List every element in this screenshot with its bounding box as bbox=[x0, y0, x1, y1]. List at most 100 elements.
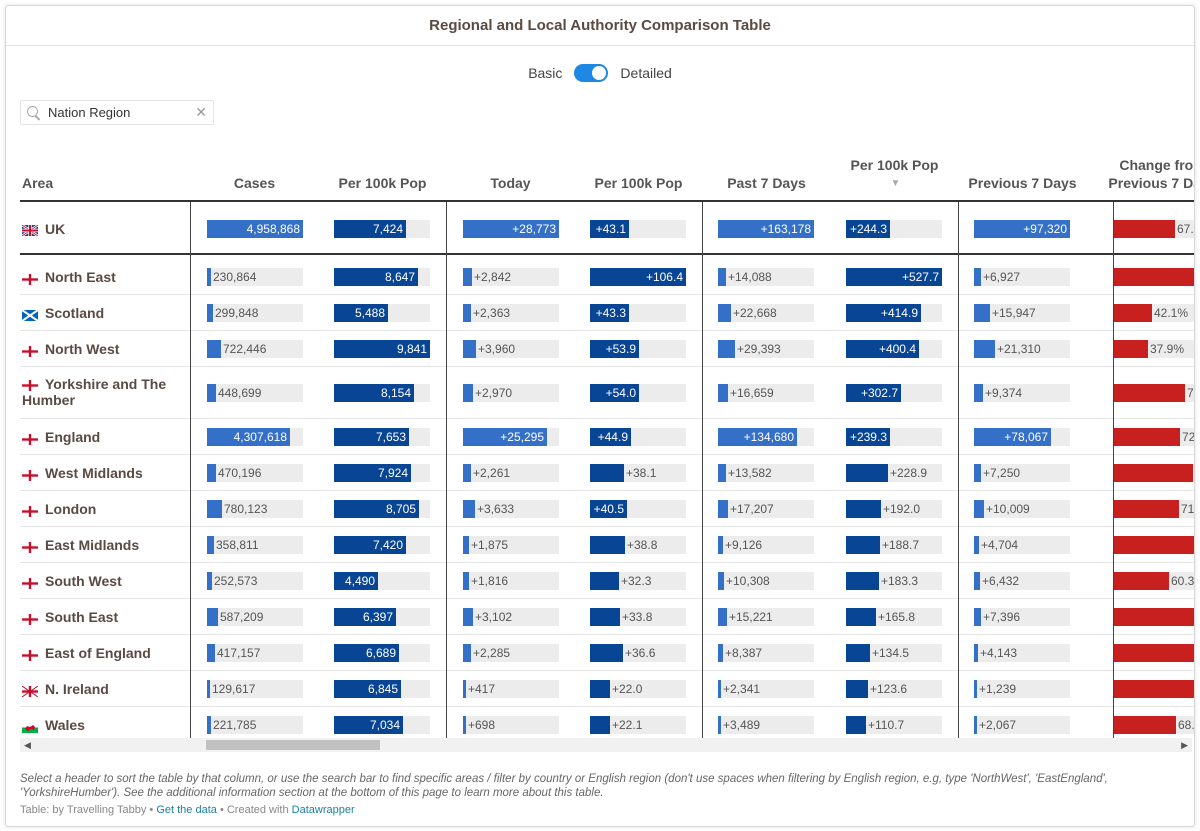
bar-value-label: 4,958,868 bbox=[246, 221, 300, 236]
area-name: Wales bbox=[45, 717, 85, 733]
bar bbox=[1114, 644, 1194, 662]
column-header-prev7[interactable]: Previous 7 Days bbox=[968, 175, 1077, 191]
bar bbox=[718, 464, 726, 482]
bar-cell-change: 88.9% bbox=[1114, 680, 1194, 698]
bar bbox=[718, 340, 735, 358]
bar bbox=[1114, 572, 1169, 590]
bar-cell-prev7: +15,947 bbox=[974, 304, 1070, 322]
england-flag-icon bbox=[22, 344, 38, 357]
bar-value-label: +15,947 bbox=[992, 306, 1036, 320]
column-header-past7-100k[interactable]: Per 100k Pop bbox=[850, 157, 939, 173]
bar-value-label: 358,811 bbox=[216, 538, 259, 552]
bar bbox=[334, 304, 388, 322]
bar bbox=[846, 572, 879, 590]
bar bbox=[334, 644, 399, 662]
column-header-change[interactable]: Change from Previous 7 Days bbox=[1108, 157, 1194, 191]
column-header-past7[interactable]: Past 7 Days bbox=[727, 175, 806, 191]
bar-value-label: 67.7% bbox=[1177, 221, 1194, 236]
bar-value-label: 417,157 bbox=[217, 646, 261, 660]
bar bbox=[1114, 428, 1180, 446]
bar-cell-past7: +9,126 bbox=[718, 536, 814, 554]
bar-cell-past7-100k: +134.5 bbox=[846, 644, 942, 662]
scroll-thumb[interactable] bbox=[206, 740, 380, 750]
area-cell: West Midlands bbox=[22, 455, 143, 491]
scroll-right-icon[interactable]: ▶ bbox=[1181, 740, 1188, 750]
bar bbox=[846, 680, 868, 698]
bar-value-label: +29,393 bbox=[737, 342, 781, 356]
bar-value-label: +123.6 bbox=[870, 682, 908, 696]
column-header-today-100k[interactable]: Per 100k Pop bbox=[594, 175, 683, 191]
bar-cell-prev7: +6,432 bbox=[974, 572, 1070, 590]
bar-value-label: +3,960 bbox=[478, 342, 516, 356]
bar-value-label: +2,363 bbox=[473, 306, 511, 320]
bar bbox=[590, 500, 627, 518]
bar bbox=[1114, 268, 1194, 286]
column-header-today[interactable]: Today bbox=[490, 175, 531, 191]
bar bbox=[207, 536, 214, 554]
bar-value-label: +7,250 bbox=[983, 466, 1021, 480]
table-row: Wales 221,785 7,034 +698 +22.1 +3,489 +110.7 +2… bbox=[20, 707, 1194, 738]
bar bbox=[718, 536, 723, 554]
bar-value-label: +3,102 bbox=[475, 610, 513, 624]
bar bbox=[463, 219, 559, 238]
column-header-cases[interactable]: Cases bbox=[233, 175, 276, 191]
bar-cell-past7-100k: +192.0 bbox=[846, 500, 942, 518]
datawrapper-link[interactable]: Datawrapper bbox=[291, 804, 355, 816]
scroll-left-icon[interactable]: ◀ bbox=[24, 740, 31, 750]
toggle-basic-label[interactable]: Basic bbox=[528, 65, 563, 81]
bar bbox=[463, 304, 471, 322]
bar-cell-prev7: +4,704 bbox=[974, 536, 1070, 554]
bar bbox=[846, 464, 888, 482]
bar-cell-cases-100k: 8,647 bbox=[334, 268, 430, 286]
bar bbox=[207, 428, 290, 446]
column-header-area[interactable]: Area bbox=[22, 175, 54, 191]
area-cell: North East bbox=[22, 259, 116, 295]
bar bbox=[463, 716, 466, 734]
bar-value-label: +15,221 bbox=[729, 610, 773, 624]
bar-value-label: 8,154 bbox=[380, 386, 411, 400]
bar-value-label: +400.4 bbox=[878, 342, 916, 356]
bar-value-label: +414.9 bbox=[880, 306, 918, 320]
column-divider bbox=[702, 202, 703, 738]
close-icon[interactable]: ✕ bbox=[195, 104, 207, 120]
bar-cell-past7: +3,489 bbox=[718, 716, 814, 734]
bar bbox=[718, 608, 727, 626]
bar-value-label: +25,295 bbox=[500, 430, 544, 444]
bar-cell-past7: +8,387 bbox=[718, 644, 814, 662]
bar bbox=[334, 536, 406, 554]
bar-cell-past7-100k: +188.7 bbox=[846, 536, 942, 554]
column-header-cases-100k[interactable]: Per 100k Pop bbox=[338, 175, 427, 191]
bar-value-label: +28,773 bbox=[512, 221, 556, 236]
bar-value-label: 5,488 bbox=[354, 306, 385, 320]
england-flag-icon bbox=[22, 504, 38, 517]
bar-value-label: +10,308 bbox=[726, 574, 770, 588]
area-cell: Wales bbox=[22, 707, 85, 738]
bar bbox=[846, 428, 890, 446]
sort-descending-icon[interactable]: ▼ bbox=[890, 178, 901, 189]
horizontal-scrollbar[interactable]: ◀ ▶ bbox=[20, 738, 1192, 752]
bar-cell-cases-100k: 8,154 bbox=[334, 384, 430, 402]
bar-value-label: +17,207 bbox=[730, 502, 774, 516]
bar-value-label: +32.3 bbox=[621, 574, 652, 588]
bar-cell-cases-100k: 5,488 bbox=[334, 304, 430, 322]
bar bbox=[334, 219, 406, 238]
table-row: West Midlands 470,196 7,924 +2,261 +38.1 +13,… bbox=[20, 455, 1194, 491]
bar bbox=[718, 572, 724, 590]
bar bbox=[1114, 340, 1148, 358]
search-input[interactable] bbox=[48, 105, 188, 120]
bar bbox=[207, 680, 210, 698]
bar bbox=[974, 536, 979, 554]
bar-cell-cases-100k: 7,424 bbox=[334, 219, 430, 238]
bar bbox=[590, 219, 629, 238]
bar-value-label: 252,573 bbox=[214, 574, 258, 588]
bar-cell-past7: +2,341 bbox=[718, 680, 814, 698]
get-data-link[interactable]: Get the data bbox=[156, 804, 217, 816]
bar-cell-cases: 448,699 bbox=[207, 384, 303, 402]
toggle-switch[interactable] bbox=[574, 64, 609, 82]
bar-cell-today-100k: +43.1 bbox=[590, 219, 686, 238]
bar bbox=[207, 716, 211, 734]
toggle-detailed-label[interactable]: Detailed bbox=[620, 65, 672, 81]
bar-value-label: +134,680 bbox=[743, 430, 794, 444]
bar-value-label: 722,446 bbox=[223, 342, 267, 356]
search-box[interactable]: ✕ bbox=[20, 100, 214, 125]
